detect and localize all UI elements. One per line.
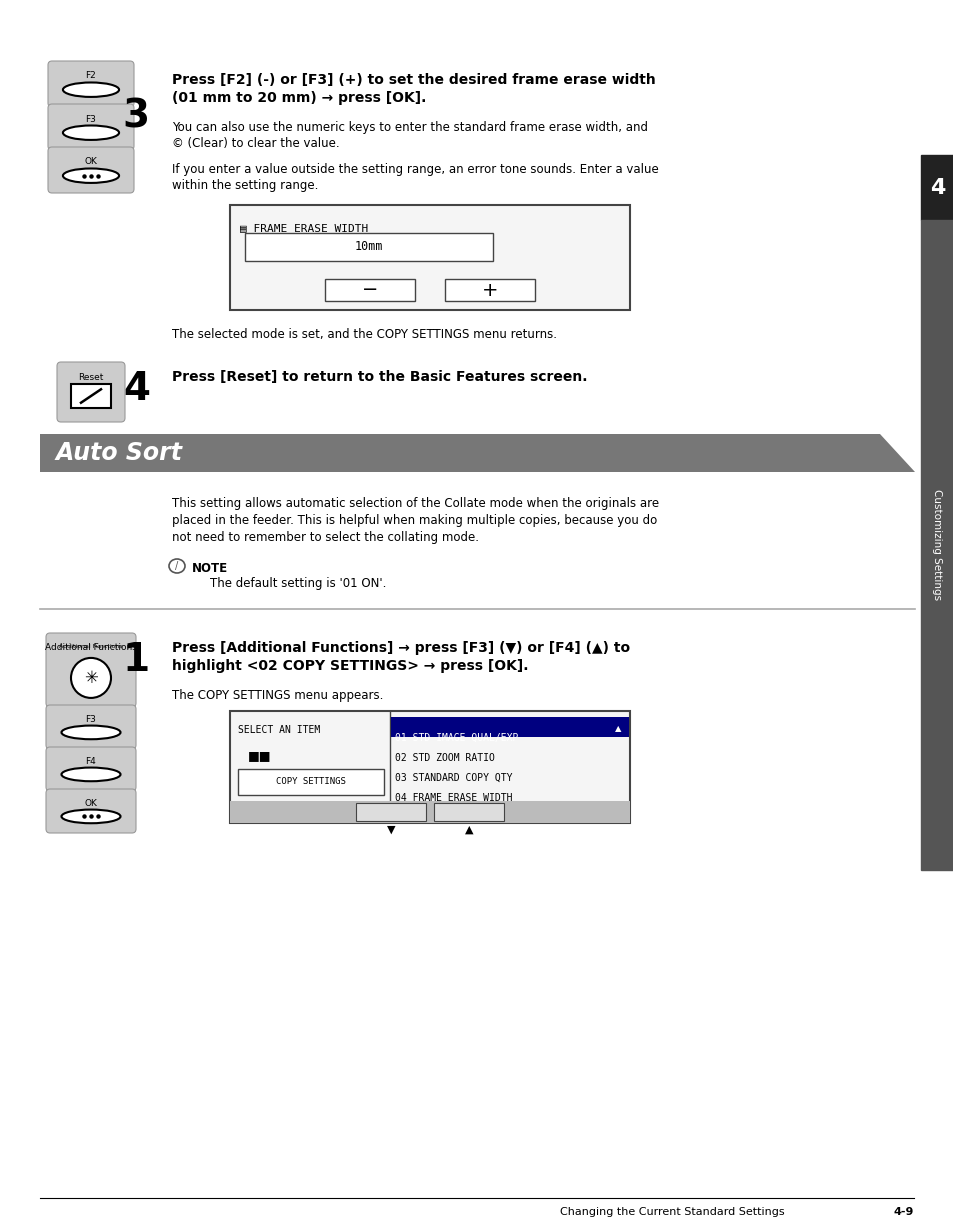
FancyBboxPatch shape: [46, 789, 136, 833]
Bar: [920, 155, 953, 220]
Text: F2: F2: [86, 71, 96, 81]
Ellipse shape: [61, 810, 120, 823]
Text: OK: OK: [85, 157, 97, 167]
Bar: [444, 279, 535, 301]
Text: Auto Sort: Auto Sort: [56, 440, 183, 465]
FancyBboxPatch shape: [48, 61, 133, 107]
Text: highlight <02 COPY SETTINGS> → press [OK].: highlight <02 COPY SETTINGS> → press [OK…: [172, 659, 528, 672]
Text: This setting allows automatic selection of the Collate mode when the originals a: This setting allows automatic selection …: [172, 497, 659, 510]
Text: not need to remember to select the collating mode.: not need to remember to select the colla…: [172, 531, 478, 544]
Text: © (Clear) to clear the value.: © (Clear) to clear the value.: [172, 137, 339, 150]
Bar: [230, 710, 629, 823]
Text: 4-9: 4-9: [893, 1207, 913, 1217]
Bar: [391, 717, 628, 737]
Text: ▼: ▼: [386, 825, 395, 836]
Text: Press [F2] (-) or [F3] (+) to set the desired frame erase width: Press [F2] (-) or [F3] (+) to set the de…: [172, 72, 655, 87]
Text: placed in the feeder. This is helpful when making multiple copies, because you d: placed in the feeder. This is helpful wh…: [172, 514, 657, 528]
Ellipse shape: [63, 125, 119, 140]
Bar: [237, 769, 384, 795]
Text: ✳: ✳: [84, 669, 98, 687]
Text: 03 STANDARD COPY QTY: 03 STANDARD COPY QTY: [395, 773, 512, 783]
Polygon shape: [40, 434, 914, 472]
FancyBboxPatch shape: [57, 362, 125, 422]
Text: Customizing Settings: Customizing Settings: [931, 490, 942, 600]
FancyBboxPatch shape: [48, 104, 133, 150]
Text: Reset: Reset: [78, 373, 104, 382]
Text: (01 mm to 20 mm) → press [OK].: (01 mm to 20 mm) → press [OK].: [172, 91, 426, 106]
Text: The selected mode is set, and the COPY SETTINGS menu returns.: The selected mode is set, and the COPY S…: [172, 328, 557, 341]
Text: F3: F3: [86, 114, 96, 124]
Text: If you enter a value outside the setting range, an error tone sounds. Enter a va: If you enter a value outside the setting…: [172, 163, 659, 175]
Text: /: /: [175, 561, 178, 571]
Text: 3: 3: [123, 97, 150, 135]
Bar: [71, 384, 111, 409]
Text: 4: 4: [123, 371, 150, 409]
Ellipse shape: [71, 658, 111, 698]
Text: SELECT AN ITEM: SELECT AN ITEM: [237, 725, 320, 735]
Text: Press [Additional Functions] → press [F3] (▼) or [F4] (▲) to: Press [Additional Functions] → press [F3…: [172, 640, 630, 655]
Text: COPY SETTINGS: COPY SETTINGS: [275, 778, 346, 787]
Text: −: −: [361, 281, 377, 299]
Text: Changing the Current Standard Settings: Changing the Current Standard Settings: [559, 1207, 783, 1217]
Text: You can also use the numeric keys to enter the standard frame erase width, and: You can also use the numeric keys to ent…: [172, 121, 647, 134]
Bar: [230, 205, 629, 310]
Text: The COPY SETTINGS menu appears.: The COPY SETTINGS menu appears.: [172, 690, 383, 702]
Text: ■■: ■■: [248, 748, 272, 762]
Text: Additional Functions: Additional Functions: [59, 643, 123, 649]
Ellipse shape: [63, 82, 119, 97]
Text: 1: 1: [123, 640, 150, 679]
Bar: [230, 801, 629, 823]
Ellipse shape: [63, 168, 119, 183]
Ellipse shape: [61, 768, 120, 782]
Text: 4: 4: [929, 178, 944, 198]
Text: 04 FRAME ERASE WIDTH: 04 FRAME ERASE WIDTH: [395, 793, 512, 802]
Text: Press [Reset] to return to the Basic Features screen.: Press [Reset] to return to the Basic Fea…: [172, 371, 587, 384]
Bar: [245, 233, 493, 261]
Text: ▲: ▲: [614, 724, 620, 734]
Text: F3: F3: [86, 715, 96, 724]
Text: +: +: [481, 281, 497, 299]
Text: 02 STD ZOOM RATIO: 02 STD ZOOM RATIO: [395, 753, 495, 763]
Bar: [434, 802, 503, 821]
FancyBboxPatch shape: [46, 706, 136, 748]
Text: F4: F4: [86, 757, 96, 767]
Text: The default setting is '01 ON'.: The default setting is '01 ON'.: [210, 577, 386, 590]
Ellipse shape: [61, 725, 120, 739]
Text: ▤ FRAME ERASE WIDTH: ▤ FRAME ERASE WIDTH: [240, 223, 368, 233]
Text: 01 STD IMAGE QUAL/EXP: 01 STD IMAGE QUAL/EXP: [395, 733, 517, 744]
Bar: [920, 220, 953, 870]
Bar: [355, 802, 426, 821]
FancyBboxPatch shape: [46, 633, 136, 707]
FancyBboxPatch shape: [48, 147, 133, 193]
Text: within the setting range.: within the setting range.: [172, 179, 318, 191]
Text: ▲: ▲: [464, 825, 473, 836]
Text: 10mm: 10mm: [355, 240, 383, 254]
FancyBboxPatch shape: [46, 747, 136, 791]
Text: NOTE: NOTE: [192, 562, 228, 575]
Text: Additional Functions: Additional Functions: [45, 643, 137, 653]
Text: OK: OK: [85, 800, 97, 809]
Bar: [325, 279, 415, 301]
